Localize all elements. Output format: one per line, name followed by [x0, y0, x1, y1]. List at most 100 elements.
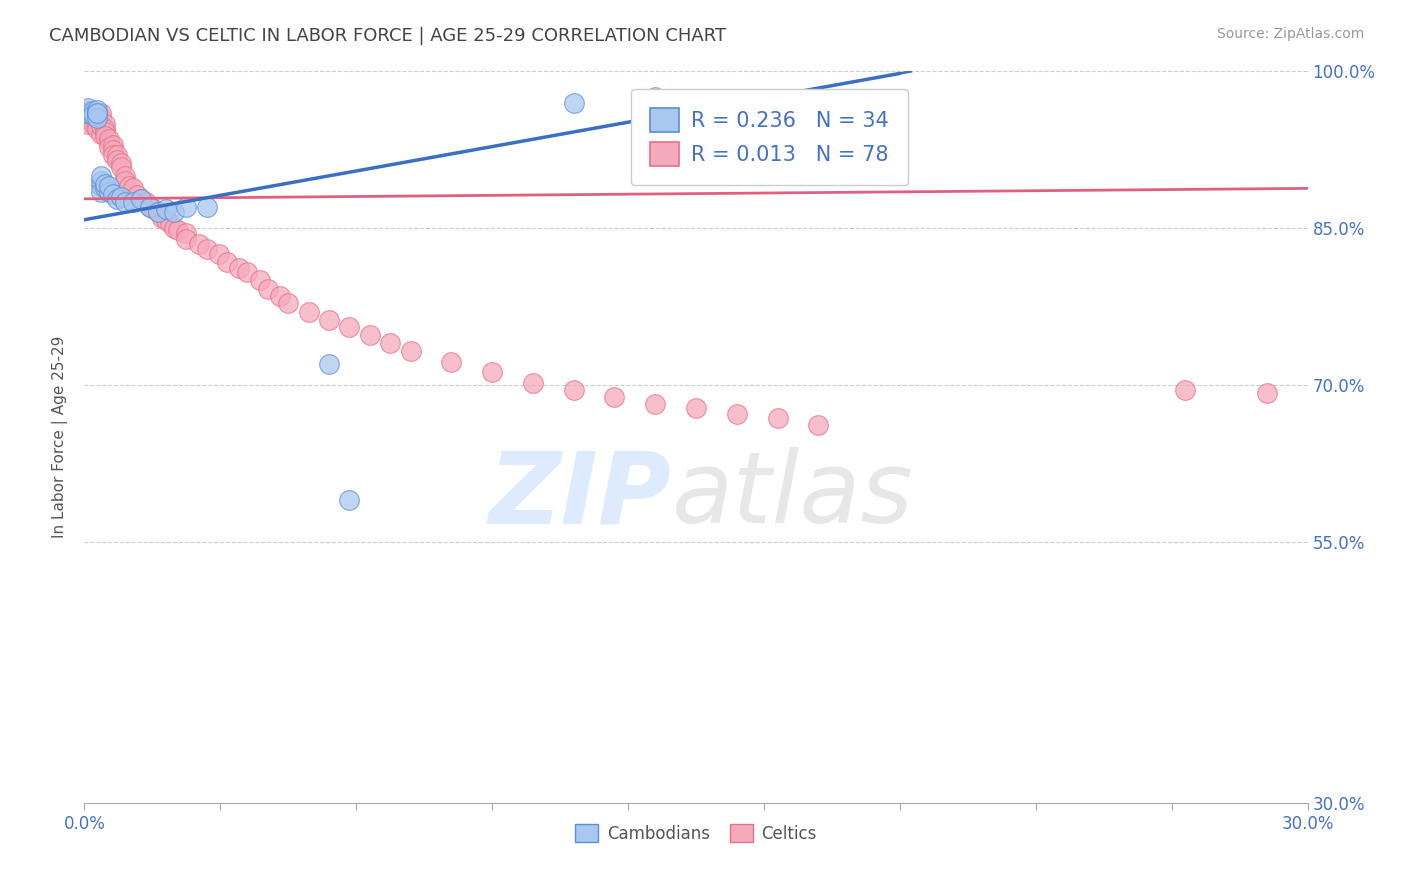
Point: [277, 296, 299, 310]
Point: [77, 101, 100, 115]
Point: [93, 178, 115, 192]
Point: [155, 212, 177, 227]
Point: [562, 95, 585, 110]
Point: [90, 112, 112, 126]
Point: [97, 136, 120, 150]
Point: [97, 185, 120, 199]
Point: [86, 112, 108, 126]
Point: [86, 103, 108, 117]
Point: [603, 390, 626, 404]
Point: [110, 161, 132, 175]
Point: [339, 320, 361, 334]
Point: [236, 265, 259, 279]
Point: [97, 132, 120, 146]
Point: [86, 112, 108, 126]
Point: [105, 153, 128, 168]
Point: [725, 407, 748, 421]
Point: [257, 282, 280, 296]
Point: [685, 401, 707, 415]
Point: [163, 221, 186, 235]
Point: [114, 174, 136, 188]
Point: [318, 357, 340, 371]
Text: ZIP: ZIP: [488, 447, 672, 544]
Point: [1256, 386, 1278, 401]
Point: [82, 108, 104, 122]
Point: [93, 181, 115, 195]
Point: [77, 108, 100, 122]
Point: [86, 106, 108, 120]
Point: [174, 231, 197, 245]
Point: [249, 273, 271, 287]
Point: [101, 143, 124, 157]
Point: [105, 192, 128, 206]
Point: [93, 125, 115, 139]
Point: [195, 200, 218, 214]
Point: [644, 397, 666, 411]
Point: [93, 129, 115, 144]
Point: [114, 194, 136, 209]
Point: [97, 139, 120, 153]
Point: [135, 194, 157, 209]
Point: [90, 106, 112, 120]
Text: Source: ZipAtlas.com: Source: ZipAtlas.com: [1216, 27, 1364, 41]
Point: [142, 202, 165, 217]
Point: [122, 194, 145, 209]
Point: [380, 336, 402, 351]
Point: [146, 205, 169, 219]
Point: [174, 200, 197, 214]
Point: [114, 169, 136, 183]
Point: [93, 117, 115, 131]
Point: [101, 186, 124, 201]
Point: [481, 365, 503, 379]
Point: [766, 411, 789, 425]
Point: [150, 211, 173, 225]
Point: [228, 260, 250, 275]
Point: [90, 174, 112, 188]
Point: [217, 254, 239, 268]
Point: [807, 417, 830, 432]
Point: [86, 106, 108, 120]
Point: [174, 227, 197, 241]
Point: [90, 119, 112, 133]
Point: [146, 205, 169, 219]
Point: [82, 108, 104, 122]
Point: [118, 179, 141, 194]
Legend: Cambodians, Celtics: Cambodians, Celtics: [568, 818, 824, 849]
Point: [93, 121, 115, 136]
Point: [127, 187, 149, 202]
Point: [562, 383, 585, 397]
Point: [86, 108, 108, 122]
Point: [82, 106, 104, 120]
Point: [440, 355, 463, 369]
Point: [77, 104, 100, 119]
Point: [155, 202, 177, 217]
Point: [90, 169, 112, 183]
Point: [90, 127, 112, 141]
Point: [122, 181, 145, 195]
Y-axis label: In Labor Force | Age 25-29: In Labor Force | Age 25-29: [52, 336, 69, 538]
Point: [522, 376, 544, 390]
Point: [101, 137, 124, 152]
Point: [77, 106, 100, 120]
Point: [82, 112, 104, 126]
Point: [298, 304, 321, 318]
Point: [163, 205, 186, 219]
Point: [110, 190, 132, 204]
Point: [269, 289, 291, 303]
Point: [86, 117, 108, 131]
Text: atlas: atlas: [672, 447, 912, 544]
Text: CAMBODIAN VS CELTIC IN LABOR FORCE | AGE 25-29 CORRELATION CHART: CAMBODIAN VS CELTIC IN LABOR FORCE | AGE…: [49, 27, 727, 45]
Point: [105, 148, 128, 162]
Point: [77, 106, 100, 120]
Point: [82, 117, 104, 131]
Point: [399, 344, 422, 359]
Point: [131, 192, 153, 206]
Point: [318, 313, 340, 327]
Point: [82, 104, 104, 119]
Point: [77, 106, 100, 120]
Point: [1174, 383, 1197, 397]
Point: [82, 104, 104, 119]
Point: [110, 156, 132, 170]
Point: [97, 179, 120, 194]
Point: [167, 223, 190, 237]
